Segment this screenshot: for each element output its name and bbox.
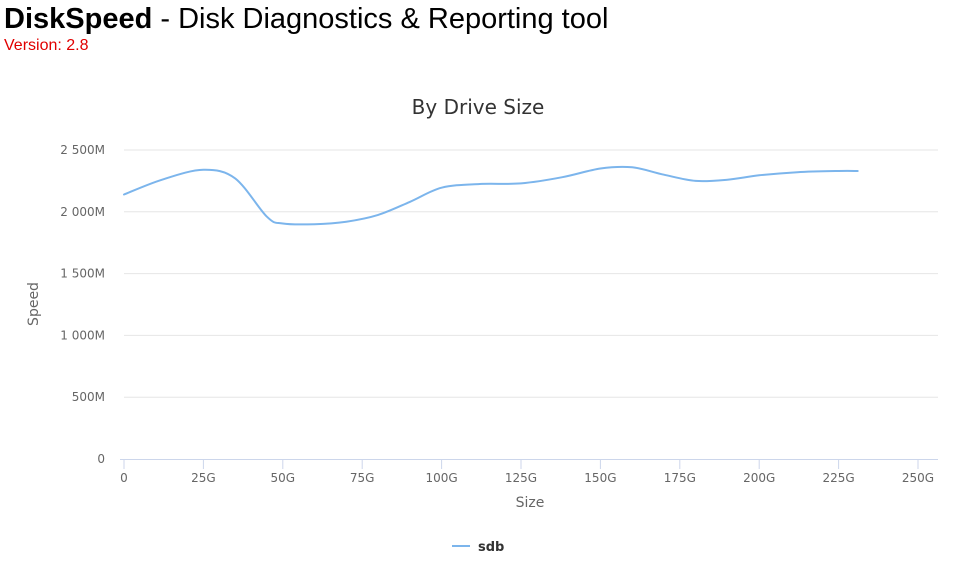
x-tick-label: 175G: [664, 471, 696, 485]
legend-item-sdb[interactable]: sdb: [452, 540, 504, 555]
app-name: DiskSpeed: [4, 3, 153, 35]
x-tick-label: 250G: [902, 471, 934, 485]
x-tick-label: 225G: [822, 471, 854, 485]
y-tick-label: 500M: [72, 390, 105, 404]
grid-lines: [124, 149, 938, 398]
x-tick-label: 125G: [505, 471, 537, 485]
y-tick-label: 1 500M: [60, 267, 105, 281]
x-tick-label: 25G: [191, 471, 216, 485]
series-line-sdb[interactable]: [123, 165, 859, 226]
y-axis-ticks: 0 500M 1 000M 1 500M 2 000M 2 500M: [60, 143, 105, 466]
x-tick-label: 150G: [584, 471, 616, 485]
series-layer: [123, 165, 859, 226]
title-separator: -: [152, 3, 179, 35]
x-axis: 0 25G 50G 75G 100G 125G 150G 175G 200G 225G 250G: [120, 459, 938, 485]
y-axis-title: Speed: [26, 282, 42, 326]
y-tick-label: 2 500M: [60, 143, 105, 157]
x-tick-label: 50G: [271, 471, 296, 485]
x-tick-label: 75G: [350, 471, 375, 485]
app-header: DiskSpeed - Disk Diagnostics & Reporting…: [4, 2, 608, 55]
app-subtitle: Disk Diagnostics & Reporting tool: [178, 3, 609, 35]
app-title: DiskSpeed - Disk Diagnostics & Reporting…: [4, 2, 608, 36]
chart-title: By Drive Size: [412, 95, 545, 119]
x-axis-title: Size: [516, 495, 545, 511]
legend[interactable]: sdb: [452, 540, 504, 555]
drive-size-chart: By Drive Size 0 500M 1 000M 1 500M 2 000M 2 5…: [26, 95, 938, 555]
y-tick-label: 2 000M: [60, 205, 105, 219]
y-tick-label: 0: [97, 452, 105, 466]
y-tick-label: 1 000M: [60, 328, 105, 342]
x-tick-label: 100G: [425, 471, 457, 485]
x-tick-label: 200G: [743, 471, 775, 485]
x-tick-label: 0: [120, 471, 128, 485]
version-label: Version: 2.8: [4, 37, 89, 54]
legend-label: sdb: [478, 540, 504, 555]
